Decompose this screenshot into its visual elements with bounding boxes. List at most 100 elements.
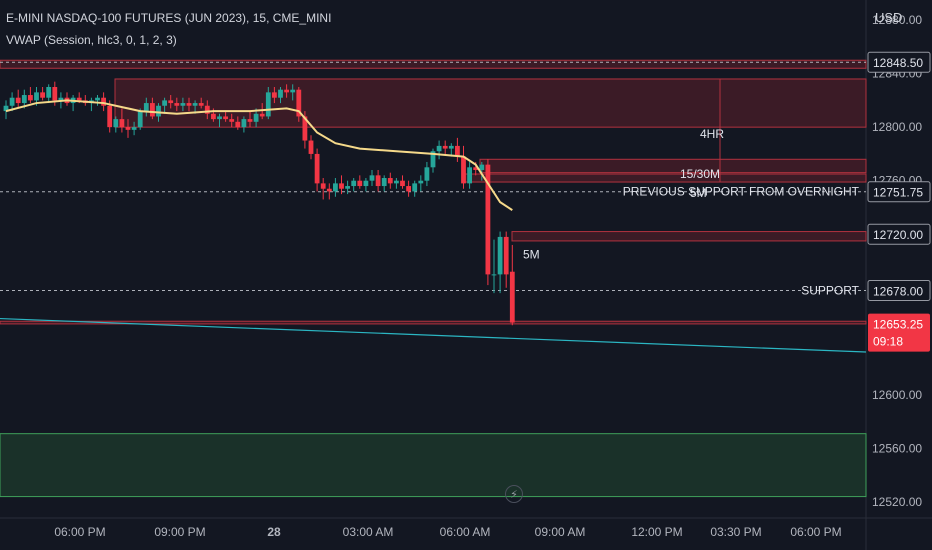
overnight-support-label: PREVIOUS SUPPORT FROM OVERNIGHT bbox=[623, 185, 860, 199]
zone-red-4[interactable] bbox=[511, 231, 867, 242]
candle[interactable] bbox=[284, 84, 289, 98]
candle[interactable] bbox=[223, 111, 228, 122]
candle[interactable] bbox=[265, 87, 271, 120]
candle[interactable] bbox=[131, 121, 137, 136]
price-label-720: 12720.00 bbox=[873, 228, 923, 242]
zone-red-0[interactable] bbox=[0, 59, 867, 69]
candle[interactable] bbox=[314, 148, 320, 192]
candle[interactable] bbox=[448, 143, 454, 157]
label-4hr: 4HR bbox=[700, 127, 724, 141]
candle[interactable] bbox=[412, 180, 418, 197]
price-label-support-box bbox=[867, 279, 931, 301]
candle[interactable] bbox=[442, 140, 448, 154]
candle[interactable] bbox=[28, 87, 33, 104]
candle-body bbox=[503, 236, 509, 275]
candle[interactable] bbox=[351, 178, 357, 192]
candle-body bbox=[308, 140, 314, 154]
candle[interactable] bbox=[387, 172, 393, 189]
candle[interactable] bbox=[461, 145, 466, 189]
candle[interactable] bbox=[436, 140, 442, 160]
candle-body bbox=[113, 119, 119, 128]
zone-red-1[interactable] bbox=[114, 78, 867, 128]
candle[interactable] bbox=[320, 178, 326, 200]
candle[interactable] bbox=[418, 175, 424, 192]
candle[interactable] bbox=[9, 92, 15, 112]
candle[interactable] bbox=[46, 84, 52, 104]
candle[interactable] bbox=[424, 161, 430, 187]
candle[interactable] bbox=[290, 84, 296, 101]
candle[interactable] bbox=[217, 113, 222, 128]
zone-red-2[interactable] bbox=[479, 158, 867, 174]
candle[interactable] bbox=[235, 116, 241, 130]
candle[interactable] bbox=[406, 180, 411, 197]
candle[interactable] bbox=[369, 169, 375, 187]
candle[interactable] bbox=[95, 95, 100, 106]
candle[interactable] bbox=[491, 239, 497, 294]
candle-body bbox=[235, 121, 241, 128]
candle-body bbox=[150, 103, 155, 117]
candle[interactable] bbox=[345, 180, 350, 195]
candle[interactable] bbox=[497, 231, 503, 294]
candle[interactable] bbox=[479, 161, 485, 181]
time-tick-label: 06:00 PM bbox=[54, 525, 105, 539]
candle[interactable] bbox=[241, 116, 247, 133]
zone-red-5[interactable] bbox=[0, 320, 867, 325]
candle[interactable] bbox=[107, 100, 113, 133]
candle[interactable] bbox=[119, 108, 125, 133]
trendline-layer bbox=[0, 317, 867, 353]
candle[interactable] bbox=[113, 116, 119, 133]
candle[interactable] bbox=[229, 113, 235, 128]
price-label-720-box bbox=[867, 223, 931, 245]
candle[interactable] bbox=[485, 159, 491, 286]
candle[interactable] bbox=[326, 183, 332, 200]
candle[interactable] bbox=[198, 97, 204, 109]
candle-body bbox=[473, 167, 479, 170]
candle-body bbox=[46, 87, 52, 98]
candle[interactable] bbox=[278, 87, 283, 104]
candle[interactable] bbox=[363, 178, 369, 192]
indicator-legend[interactable]: VWAP (Session, hlc3, 0, 1, 2, 3) bbox=[6, 33, 177, 47]
candle[interactable] bbox=[40, 87, 45, 101]
candle[interactable] bbox=[101, 92, 106, 112]
candle[interactable] bbox=[430, 148, 436, 173]
candle-body bbox=[58, 97, 64, 101]
candle[interactable] bbox=[339, 175, 344, 195]
candle[interactable] bbox=[15, 89, 21, 109]
candle[interactable] bbox=[503, 231, 509, 288]
candle[interactable] bbox=[308, 135, 314, 160]
candle[interactable] bbox=[180, 97, 186, 112]
candle[interactable] bbox=[296, 87, 302, 122]
lightning-icon[interactable]: ⚡ bbox=[505, 485, 523, 503]
candle-body bbox=[40, 92, 45, 98]
zone-red-3[interactable] bbox=[464, 173, 867, 183]
candle[interactable] bbox=[204, 100, 210, 120]
candle[interactable] bbox=[272, 87, 277, 104]
trend-line[interactable] bbox=[0, 317, 867, 353]
candle[interactable] bbox=[150, 97, 155, 120]
candle[interactable] bbox=[467, 161, 472, 189]
candle[interactable] bbox=[400, 175, 405, 189]
candle-body bbox=[387, 178, 393, 184]
candle[interactable] bbox=[394, 178, 399, 189]
candle[interactable] bbox=[168, 95, 174, 109]
candle[interactable] bbox=[455, 137, 460, 162]
candle[interactable] bbox=[174, 97, 180, 112]
time-tick-label: 28 bbox=[267, 525, 281, 539]
candle[interactable] bbox=[162, 97, 167, 114]
candle[interactable] bbox=[125, 119, 131, 138]
candle[interactable] bbox=[143, 97, 149, 117]
candle[interactable] bbox=[333, 178, 338, 197]
zone-green-6[interactable] bbox=[0, 433, 867, 498]
candle-body bbox=[95, 97, 100, 101]
candle[interactable] bbox=[381, 175, 387, 192]
candle[interactable] bbox=[247, 111, 253, 128]
candle[interactable] bbox=[357, 175, 363, 189]
candle[interactable] bbox=[509, 244, 515, 326]
candle[interactable] bbox=[186, 97, 192, 112]
vwap-line[interactable] bbox=[5, 99, 513, 211]
candle[interactable] bbox=[375, 169, 381, 192]
candle[interactable] bbox=[3, 100, 9, 120]
price-label-support: 12678.00 bbox=[873, 284, 923, 298]
